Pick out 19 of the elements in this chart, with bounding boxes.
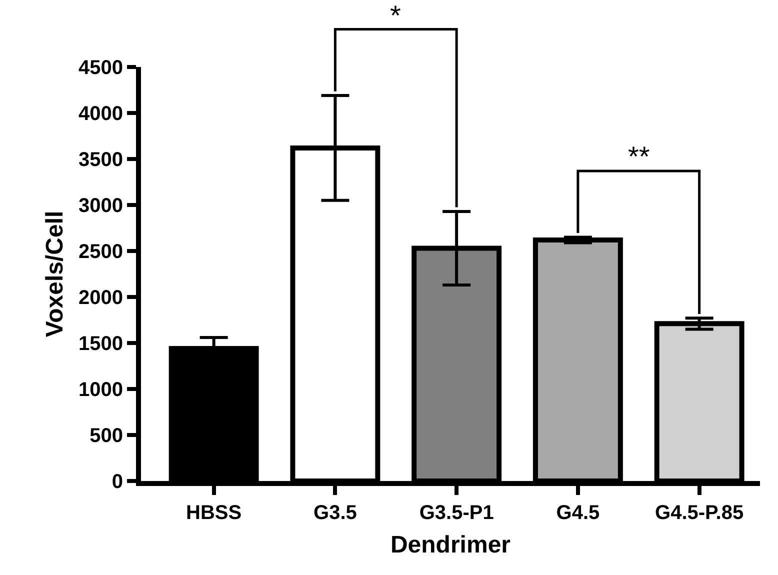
y-tick-label: 1000 [78, 379, 123, 401]
y-tick-label: 3500 [78, 149, 123, 171]
y-tick-label: 2000 [78, 287, 123, 309]
y-tick-label: 1500 [78, 333, 123, 355]
x-axis-title: Dendrimer [390, 531, 511, 558]
y-tick-label: 500 [90, 425, 123, 447]
x-tick-label: G4.5 [556, 502, 600, 524]
x-tick-label: G3.5-P1 [419, 502, 494, 524]
y-tick-label: 4500 [78, 57, 123, 79]
y-tick-label: 0 [112, 471, 123, 493]
y-axis-title: Voxels/Cell [42, 210, 69, 338]
x-tick-label: G4.5-P.85 [655, 502, 744, 524]
annotation: ** [628, 141, 650, 172]
text: * [390, 0, 401, 31]
x-tick-label: HBSS [186, 502, 242, 524]
x-tick-label: G3.5 [314, 502, 357, 524]
y-tick-label: 3000 [78, 195, 123, 217]
y-tick-label: 2500 [78, 241, 123, 263]
y-tick-label: 4000 [78, 103, 123, 125]
